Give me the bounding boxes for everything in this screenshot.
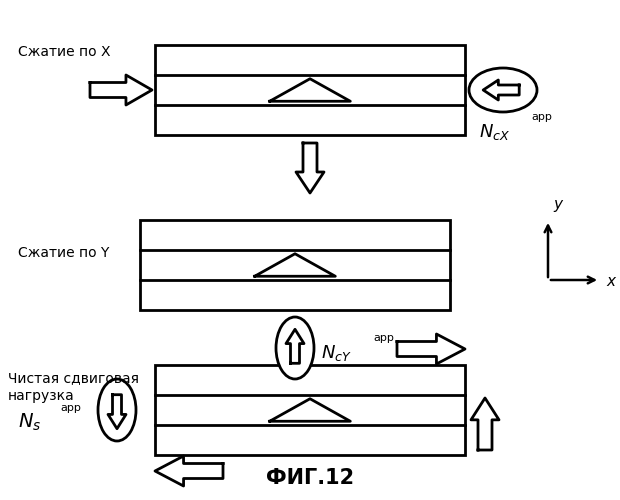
- Text: app: app: [373, 333, 394, 343]
- Text: x: x: [606, 274, 615, 289]
- Text: ФИГ.12: ФИГ.12: [266, 468, 354, 488]
- Polygon shape: [483, 80, 519, 100]
- Text: Чистая сдвиговая: Чистая сдвиговая: [8, 371, 139, 385]
- Text: y: y: [553, 197, 562, 212]
- Polygon shape: [108, 394, 126, 428]
- Text: $N_{s}$: $N_{s}$: [18, 412, 42, 432]
- Polygon shape: [397, 334, 465, 364]
- Text: app: app: [531, 112, 552, 122]
- Text: нагрузка: нагрузка: [8, 389, 75, 403]
- Polygon shape: [155, 456, 223, 486]
- Bar: [140, 220, 450, 310]
- Ellipse shape: [98, 379, 136, 441]
- Ellipse shape: [276, 317, 314, 379]
- Text: Сжатие по X: Сжатие по X: [18, 45, 110, 59]
- Ellipse shape: [469, 68, 537, 112]
- Bar: [155, 45, 465, 135]
- Text: $N_{cX}$: $N_{cX}$: [479, 122, 511, 142]
- Text: Сжатие по Y: Сжатие по Y: [18, 246, 109, 260]
- Text: $N_{cY}$: $N_{cY}$: [321, 343, 352, 363]
- Text: app: app: [60, 403, 81, 413]
- Polygon shape: [471, 398, 499, 450]
- Bar: [155, 365, 465, 455]
- Polygon shape: [296, 143, 324, 193]
- Polygon shape: [286, 330, 304, 364]
- Polygon shape: [90, 75, 152, 105]
